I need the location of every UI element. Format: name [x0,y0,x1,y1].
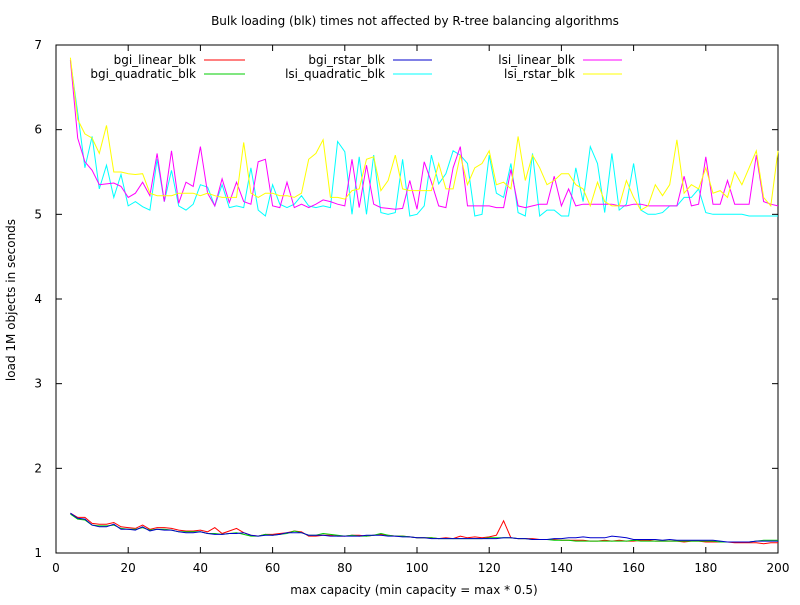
y-tick-label: 7 [34,38,42,52]
chart-title: Bulk loading (blk) times not affected by… [211,14,619,28]
y-tick-label: 4 [34,292,42,306]
legend-label: lsi_rstar_blk [504,67,575,81]
y-axis-ticks: 1 2 3 4 5 6 7 [34,38,778,560]
x-tick-label: 120 [478,561,501,575]
x-axis-ticks: 0 20 40 60 80 100 120 140 160 180 200 [52,45,789,575]
x-tick-label: 100 [406,561,429,575]
series-line-bgi_rstar_blk [70,512,778,543]
x-tick-label: 200 [767,561,790,575]
series-line-lsi_quadratic_blk [69,60,778,217]
x-tick-label: 0 [52,561,60,575]
x-tick-label: 140 [550,561,573,575]
y-tick-label: 6 [34,123,42,137]
plot-frame [55,44,779,554]
x-axis-label: max capacity (min capacity = max * 0.5) [290,583,537,597]
legend-label: lsi_quadratic_blk [285,67,385,81]
x-tick-label: 160 [622,561,645,575]
y-tick-label: 2 [34,461,42,475]
x-tick-label: 180 [694,561,717,575]
x-tick-label: 60 [265,561,280,575]
y-tick-label: 5 [34,207,42,221]
series-line-lsi_linear_blk [69,60,779,210]
series-group [69,57,779,545]
x-tick-label: 40 [193,561,208,575]
y-axis-label: load 1M objects in seconds [4,219,18,381]
legend-label: bgi_rstar_blk [308,53,385,67]
y-tick-label: 1 [34,546,42,560]
y-tick-label: 3 [34,377,42,391]
legend-label: lsi_linear_blk [498,53,575,67]
legend-label: bgi_linear_blk [114,53,196,67]
series-line-lsi_rstar_blk [69,57,779,211]
x-tick-label: 80 [337,561,352,575]
x-tick-label: 20 [121,561,136,575]
legend-label: bgi_quadratic_blk [90,67,196,81]
series-line-bgi_linear_blk [70,512,778,545]
